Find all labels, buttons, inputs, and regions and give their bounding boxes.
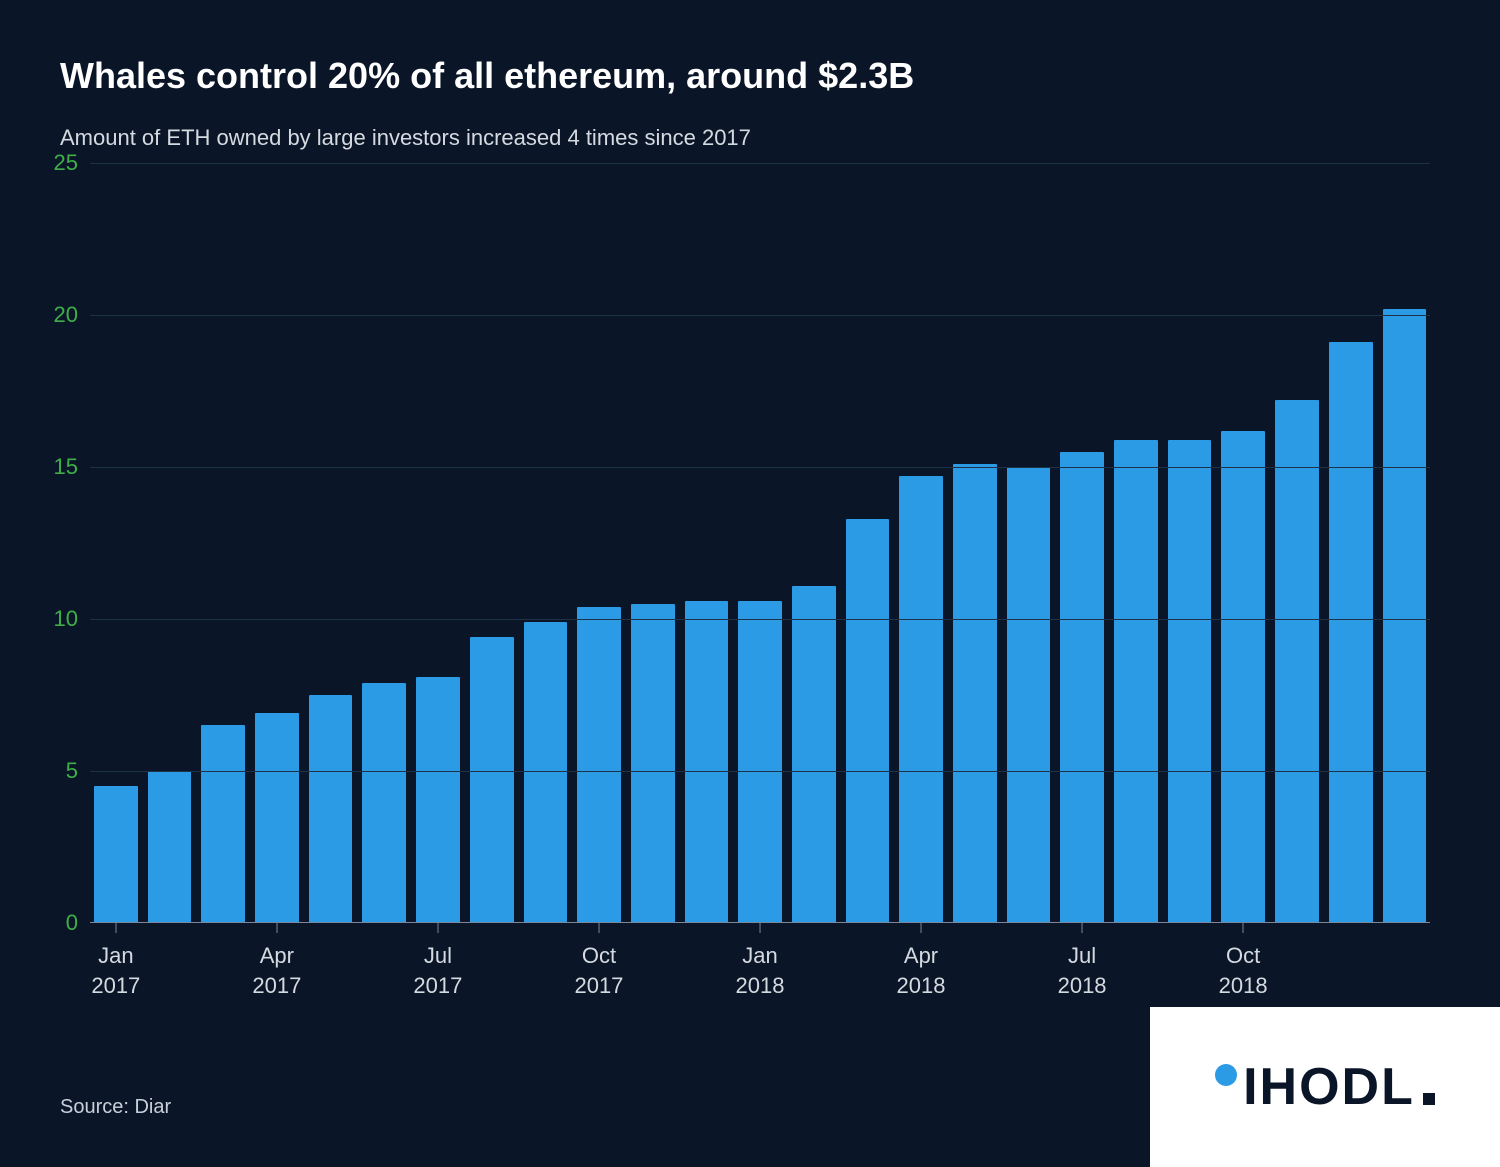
bar [1060, 452, 1104, 923]
bars-group [90, 163, 1430, 923]
x-tick-mark [276, 923, 277, 933]
logo-text: IHODL [1243, 1057, 1415, 1117]
bar [631, 604, 675, 923]
x-axis: Jan 2017 Apr 2017 Jul 2017 Oct 2017 Jan 2018… [90, 923, 1430, 1003]
bar [201, 725, 245, 923]
grid-line [90, 315, 1430, 316]
logo-period-icon [1423, 1093, 1435, 1105]
x-tick-mark [437, 923, 438, 933]
grid-line [90, 163, 1430, 164]
bar [524, 622, 568, 923]
bar [1007, 467, 1051, 923]
x-tick-mark [598, 923, 599, 933]
bar [416, 677, 460, 923]
y-tick-label: 15 [54, 454, 78, 480]
x-tick: Oct 2018 [1219, 923, 1268, 1000]
bar [846, 519, 890, 923]
bar [1221, 431, 1265, 923]
x-tick-label: Jan 2017 [91, 941, 140, 1000]
source-label: Source: Diar [60, 1096, 171, 1119]
x-tick: Apr 2017 [252, 923, 301, 1000]
x-tick-mark [1243, 923, 1244, 933]
bar [309, 695, 353, 923]
bar [362, 683, 406, 923]
x-tick: Jan 2017 [91, 923, 140, 1000]
y-tick-label: 5 [66, 758, 78, 784]
y-tick-label: 20 [54, 302, 78, 328]
grid-line [90, 619, 1430, 620]
bar [148, 771, 192, 923]
y-tick-label: 25 [54, 150, 78, 176]
bar [1329, 342, 1373, 923]
bar [953, 464, 997, 923]
chart-subtitle: Amount of ETH owned by large investors i… [60, 125, 1440, 151]
x-tick: Oct 2017 [574, 923, 623, 1000]
bar [899, 476, 943, 923]
x-tick: Jul 2017 [413, 923, 462, 1000]
x-tick: Jul 2018 [1058, 923, 1107, 1000]
y-tick-label: 0 [66, 910, 78, 936]
x-tick-mark [759, 923, 760, 933]
bar [94, 786, 138, 923]
grid-line [90, 467, 1430, 468]
x-tick-mark [1082, 923, 1083, 933]
logo-box: IHODL [1150, 1007, 1500, 1167]
bar [1168, 440, 1212, 923]
bar [577, 607, 621, 923]
grid-line [90, 771, 1430, 772]
x-tick-label: Apr 2018 [897, 941, 946, 1000]
x-tick: Apr 2018 [897, 923, 946, 1000]
ihodl-logo: IHODL [1215, 1057, 1435, 1117]
bar [685, 601, 729, 923]
x-tick-mark [921, 923, 922, 933]
x-tick-label: Jan 2018 [736, 941, 785, 1000]
logo-dot-icon [1215, 1064, 1237, 1086]
x-tick-label: Jul 2018 [1058, 941, 1107, 1000]
chart-title: Whales control 20% of all ethereum, arou… [60, 55, 1440, 97]
bar [1275, 400, 1319, 923]
y-axis: 0510152025 [50, 163, 90, 923]
x-tick-label: Apr 2017 [252, 941, 301, 1000]
bar [470, 637, 514, 923]
bar [1114, 440, 1158, 923]
x-tick-mark [115, 923, 116, 933]
bar [792, 586, 836, 923]
x-tick: Jan 2018 [736, 923, 785, 1000]
x-tick-label: Jul 2017 [413, 941, 462, 1000]
x-tick-label: Oct 2017 [574, 941, 623, 1000]
bar [738, 601, 782, 923]
y-tick-label: 10 [54, 606, 78, 632]
chart-container: Whales control 20% of all ethereum, arou… [0, 0, 1500, 1167]
plot-area: 0510152025 [90, 163, 1430, 923]
bar [255, 713, 299, 923]
x-tick-label: Oct 2018 [1219, 941, 1268, 1000]
bar [1383, 309, 1427, 923]
